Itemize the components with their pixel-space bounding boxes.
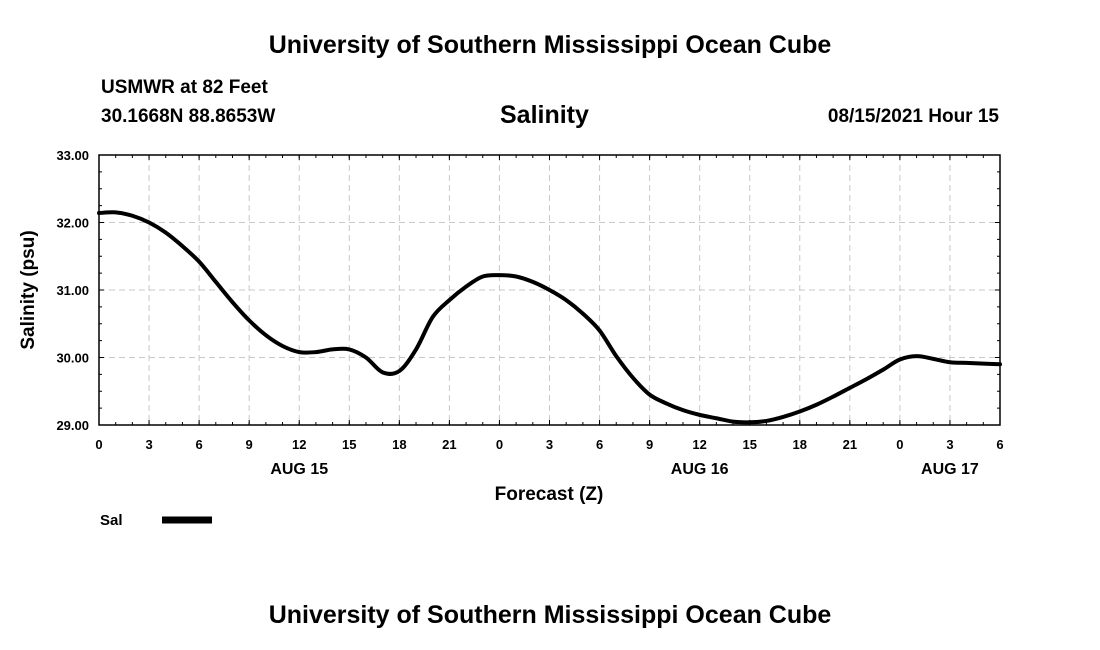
x-tick-label: 3 [546,437,553,452]
station-label: USMWR at 82 Feet [101,77,268,98]
day-label: AUG 16 [671,461,729,478]
x-tick-label: 3 [946,437,953,452]
y-tick-label: 31.00 [56,283,89,298]
x-tick-label: 6 [996,437,1003,452]
x-tick-label: 9 [246,437,253,452]
x-tick-label: 0 [496,437,503,452]
y-tick-label: 33.00 [56,148,89,163]
coordinates-label: 30.1668N 88.8653W [101,106,276,127]
datetime-label: 08/15/2021 Hour 15 [827,106,999,127]
chart-title: Salinity [500,101,589,129]
x-tick-label: 21 [442,437,456,452]
top-title: University of Southern Mississippi Ocean… [268,31,832,59]
x-tick-label: 18 [392,437,406,452]
bottom-title: University of Southern Mississippi Ocean… [268,601,832,629]
x-tick-label: 3 [145,437,152,452]
x-tick-label: 18 [793,437,807,452]
x-tick-label: 15 [342,437,356,452]
x-tick-label: 12 [292,437,306,452]
x-tick-label: 0 [896,437,903,452]
y-axis-label: Salinity (psu) [18,230,39,349]
x-tick-label: 6 [596,437,603,452]
x-tick-label: 9 [646,437,653,452]
axis-ticks: 0 3 6 9 12 15 18 21 0 3 6 9 12 15 18 21 0 3 6 29.00 30.00 31.… [56,148,1003,478]
day-label: AUG 17 [921,461,979,478]
series-line-sal [97,210,1002,425]
day-label: AUG 15 [270,461,328,478]
y-tick-label: 30.00 [56,351,89,366]
y-tick-label: 29.00 [56,418,89,433]
x-tick-label: 15 [742,437,756,452]
x-tick-label: 21 [843,437,857,452]
y-tick-label: 32.00 [56,216,89,231]
x-tick-label: 6 [195,437,202,452]
x-tick-label: 12 [692,437,706,452]
legend-label: Sal [100,512,123,529]
x-axis-label: Forecast (Z) [495,484,604,505]
x-tick-label: 0 [95,437,102,452]
